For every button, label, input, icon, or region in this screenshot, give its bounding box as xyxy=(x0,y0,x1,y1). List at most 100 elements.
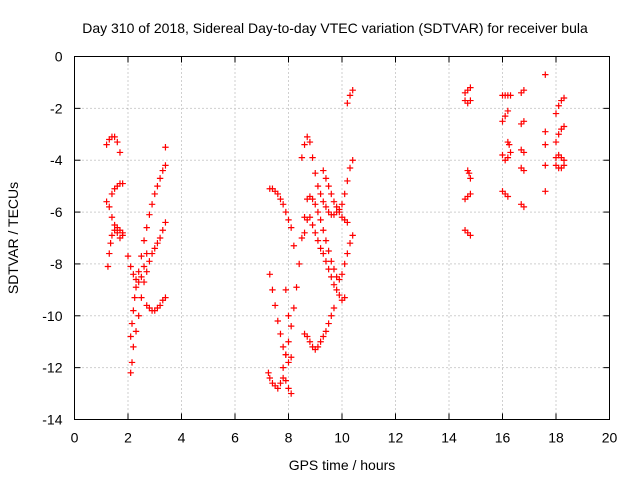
data-point xyxy=(138,252,145,260)
data-point xyxy=(114,138,121,146)
data-point xyxy=(290,242,298,249)
data-point xyxy=(542,71,549,78)
data-point xyxy=(282,208,290,216)
data-point xyxy=(146,211,153,218)
data-point xyxy=(301,229,308,237)
data-point xyxy=(132,328,140,335)
data-point xyxy=(138,294,145,301)
x-tick-label: 8 xyxy=(285,430,293,446)
data-point xyxy=(154,182,161,190)
data-point xyxy=(277,380,284,387)
data-point xyxy=(542,188,549,195)
data-point xyxy=(542,162,549,169)
data-point xyxy=(320,227,327,234)
data-point xyxy=(269,286,276,294)
y-axis-label: SDTVAR / TECUs xyxy=(5,182,21,294)
data-point xyxy=(349,232,356,239)
data-point xyxy=(322,237,330,244)
data-point xyxy=(103,141,110,148)
data-point xyxy=(341,294,348,301)
data-point xyxy=(127,333,134,340)
data-point xyxy=(143,268,150,275)
data-point xyxy=(135,312,142,319)
data-point xyxy=(108,214,116,221)
data-point xyxy=(128,320,136,327)
data-point xyxy=(555,131,562,138)
data-point xyxy=(106,250,113,257)
data-point xyxy=(341,260,348,268)
data-point xyxy=(325,320,332,327)
data-point xyxy=(148,250,156,257)
data-point xyxy=(330,304,338,312)
data-point xyxy=(560,162,568,169)
y-tick-label: -8 xyxy=(50,256,63,272)
data-point xyxy=(148,201,156,208)
data-point xyxy=(467,175,474,182)
data-point xyxy=(287,322,295,330)
data-point xyxy=(130,307,137,314)
data-point xyxy=(277,330,284,338)
data-point xyxy=(560,94,568,102)
data-point xyxy=(505,141,513,148)
data-point xyxy=(325,247,332,255)
data-point xyxy=(293,284,300,291)
data-point xyxy=(344,250,351,257)
data-point xyxy=(322,175,330,182)
data-point xyxy=(135,268,142,275)
data-point xyxy=(314,182,322,190)
data-point xyxy=(320,198,327,205)
data-point xyxy=(560,123,568,130)
data-point xyxy=(336,208,343,216)
data-point xyxy=(467,232,474,239)
data-point xyxy=(322,203,330,211)
data-point xyxy=(328,273,335,281)
x-tick-label: 10 xyxy=(334,430,350,446)
data-point xyxy=(162,294,169,301)
data-point xyxy=(285,359,292,366)
y-tick-label: -10 xyxy=(42,308,62,324)
data-point xyxy=(306,214,314,221)
data-point xyxy=(555,102,562,109)
data-point xyxy=(108,190,116,198)
data-point xyxy=(285,338,292,345)
data-point xyxy=(312,169,319,177)
data-point xyxy=(282,377,290,384)
data-point xyxy=(306,138,314,146)
y-tick-label: -6 xyxy=(50,204,63,220)
x-tick-label: 6 xyxy=(231,430,239,446)
data-point xyxy=(344,177,351,185)
data-point xyxy=(320,333,327,340)
data-point xyxy=(317,190,324,198)
x-tick-label: 14 xyxy=(441,430,457,446)
data-point xyxy=(265,369,272,377)
data-point xyxy=(108,232,116,239)
data-point xyxy=(106,203,113,211)
data-point xyxy=(465,169,473,177)
data-point xyxy=(279,364,287,371)
data-point xyxy=(151,245,158,252)
data-point xyxy=(279,201,287,208)
y-tick-label: -14 xyxy=(42,412,62,428)
data-point xyxy=(140,237,148,244)
grid xyxy=(74,56,610,420)
data-point xyxy=(266,271,273,278)
data-point xyxy=(309,221,316,229)
data-point xyxy=(336,291,343,299)
data-point xyxy=(107,239,114,247)
data-point xyxy=(162,144,169,151)
data-point xyxy=(542,128,549,135)
data-point xyxy=(298,234,306,242)
data-point xyxy=(504,154,512,161)
data-point xyxy=(520,203,528,211)
data-point xyxy=(104,263,112,270)
data-point xyxy=(314,208,322,216)
plot-frame xyxy=(74,56,610,420)
data-point xyxy=(274,317,281,325)
data-point xyxy=(285,216,292,224)
data-point xyxy=(520,118,528,125)
x-tick-label: 0 xyxy=(71,430,79,446)
data-point xyxy=(135,278,142,286)
data-point xyxy=(282,286,290,294)
y-tick-label: -2 xyxy=(50,100,63,116)
